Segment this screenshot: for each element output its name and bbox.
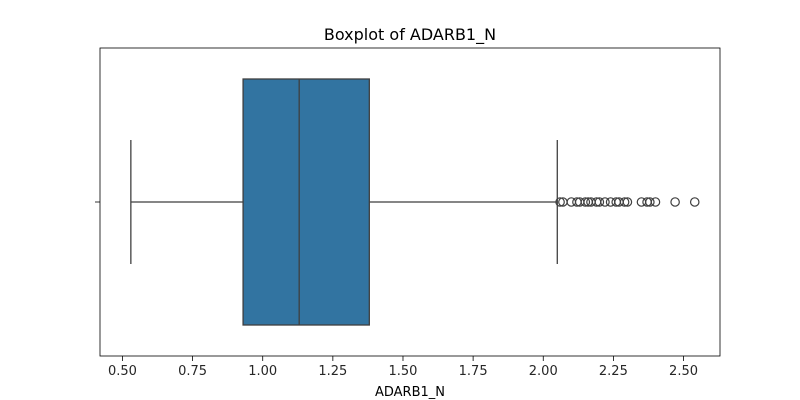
outlier-point bbox=[650, 197, 661, 207]
outlier-point bbox=[670, 197, 680, 207]
outlier-point bbox=[594, 197, 605, 207]
x-tick-label: 1.00 bbox=[248, 364, 277, 379]
x-tick-label: 2.25 bbox=[599, 364, 628, 379]
outlier-point bbox=[689, 197, 700, 207]
x-tick-label: 1.75 bbox=[459, 364, 488, 379]
outlier-point bbox=[555, 197, 565, 207]
x-axis-ticks: 0.50 0.75 1.00 1.25 1.50 1.75 2.00 2.25 2.50 bbox=[108, 356, 698, 379]
x-axis-label: ADARB1_N bbox=[375, 385, 445, 400]
iqr-box bbox=[242, 78, 370, 326]
outlier-point bbox=[645, 197, 655, 207]
box-group bbox=[130, 78, 700, 326]
outlier-point bbox=[619, 197, 630, 207]
outlier-point bbox=[600, 197, 610, 207]
chart-title: Boxplot of ADARB1_N bbox=[324, 25, 496, 45]
outlier-point bbox=[580, 197, 591, 207]
x-tick-label: 0.75 bbox=[178, 364, 207, 379]
x-tick-label: 1.25 bbox=[318, 364, 347, 379]
x-tick-label: 1.50 bbox=[389, 364, 418, 379]
x-tick-label: 2.00 bbox=[529, 364, 558, 379]
x-tick-label: 2.50 bbox=[669, 364, 698, 379]
outlier-point bbox=[622, 197, 633, 207]
x-tick-label: 0.50 bbox=[108, 364, 137, 379]
plot-area: 0.50 0.75 1.00 1.25 1.50 1.75 2.00 2.25 2.50 bbox=[95, 47, 721, 379]
